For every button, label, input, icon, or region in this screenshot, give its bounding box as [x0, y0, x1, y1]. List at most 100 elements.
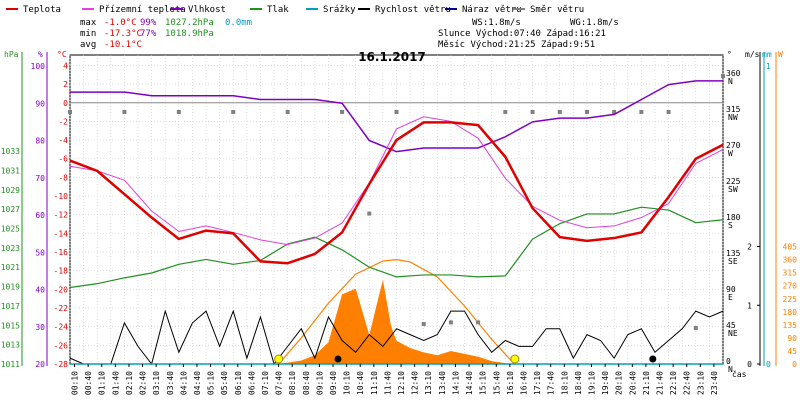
- hpa-tick-label: 1015: [1, 321, 20, 330]
- stat-min-label: min: [80, 29, 96, 39]
- x-tick-label: 13:10: [424, 371, 433, 395]
- x-tick-label: 07:40: [275, 371, 284, 395]
- x-tick-label: 22:10: [669, 371, 678, 395]
- wm2-axis-unit: W: [778, 50, 783, 59]
- pct-tick-label: 80: [35, 137, 45, 146]
- legend-label: Rychlost větru: [375, 5, 451, 15]
- wind-direction-point: [340, 110, 345, 114]
- x-tick-label: 18:40: [574, 371, 583, 395]
- x-tick-label: 11:40: [383, 371, 392, 395]
- pct-tick-label: 20: [35, 360, 45, 369]
- pct-tick-label: 90: [35, 99, 45, 108]
- ms-tick-label: 0: [747, 360, 752, 369]
- x-tick-label: 20:10: [615, 371, 624, 395]
- stat-max-rain: 0.0mm: [225, 18, 252, 28]
- chart-title: 16.1.2017: [358, 50, 426, 64]
- hpa-tick-label: 1025: [1, 224, 20, 233]
- pct-tick-label: 40: [35, 286, 45, 295]
- temp-tick-label: -28: [54, 360, 69, 369]
- dir-tick-compass: S: [728, 221, 733, 230]
- x-tick-label: 21:40: [656, 371, 665, 395]
- wm2-tick-label: 135: [783, 321, 798, 330]
- temp-tick-label: -6: [58, 155, 68, 164]
- ms-axis-unit: m/s: [745, 50, 760, 59]
- wind-direction-point: [476, 320, 481, 325]
- dir-tick-compass: N: [728, 77, 733, 86]
- x-tick-label: 19:40: [601, 371, 610, 395]
- humidity-line: [70, 80, 723, 153]
- wind-speed-line: [69, 309, 724, 366]
- x-tick-label: 05:10: [207, 371, 216, 395]
- x-tick-label: 11:10: [370, 371, 379, 395]
- dir-tick-label: 90: [726, 285, 736, 294]
- stats-block: max -1.0°C 99% 1027.2hPa 0.0mm min -17.3…: [80, 18, 252, 50]
- x-tick-label: 09:10: [315, 371, 324, 395]
- x-tick-label: 23:40: [710, 371, 719, 395]
- x-tick-label: 03:10: [152, 371, 161, 395]
- info-ws: WS:1.8m/s: [472, 18, 521, 28]
- pct-tick-label: 50: [35, 248, 45, 257]
- hpa-tick-label: 1013: [1, 341, 20, 350]
- x-tick-label: 05:40: [220, 371, 229, 395]
- x-axis-label: čas: [732, 369, 747, 379]
- stat-max-hum: 99%: [140, 18, 157, 28]
- temp-tick-label: -20: [54, 285, 69, 294]
- x-tick-label: 14:10: [451, 371, 460, 395]
- x-tick-label: 00:10: [71, 371, 80, 395]
- x-tick-label: 16:10: [506, 371, 515, 395]
- dir-tick-compass: W: [728, 149, 733, 158]
- x-tick-label: 23:10: [696, 371, 705, 395]
- pct-tick-label: 30: [35, 323, 45, 332]
- wind-direction-point: [122, 110, 127, 114]
- wm2-tick-label: 405: [783, 243, 798, 252]
- x-tick-label: 00:40: [84, 371, 93, 395]
- pressure-line: [69, 206, 724, 289]
- dir-tick-label: 225: [726, 177, 741, 186]
- x-tick-label: 12:10: [397, 371, 406, 395]
- temp-tick-label: -8: [58, 173, 68, 182]
- x-tick-label: 09:40: [329, 371, 338, 395]
- x-tick-label: 14:40: [465, 371, 474, 395]
- x-tick-label: 06:10: [234, 371, 243, 395]
- mm-tick-label: 1: [766, 62, 771, 71]
- temp-tick-label: -2: [58, 117, 68, 126]
- legend-label: Tlak: [267, 5, 289, 15]
- pct-tick-label: 70: [35, 174, 45, 183]
- wind-direction-point: [639, 110, 644, 114]
- hpa-tick-label: 1019: [1, 283, 20, 292]
- wind-direction-point: [666, 110, 671, 114]
- temp-tick-label: -12: [54, 211, 69, 220]
- legend-label: Srážky: [323, 5, 356, 15]
- wind-direction-point: [176, 110, 181, 114]
- temp-axis-unit: °C: [57, 50, 67, 59]
- temp-tick-label: -18: [54, 267, 69, 276]
- dir-tick-label: 315: [726, 105, 741, 114]
- wind-direction-point: [68, 110, 72, 114]
- wind-direction-point: [394, 110, 399, 114]
- sun-marker: [510, 354, 520, 364]
- temp-tick-label: -16: [54, 248, 69, 257]
- dir-axis-unit: °: [727, 50, 732, 59]
- dir-tick-compass: SE: [728, 257, 738, 266]
- x-tick-label: 03:40: [166, 371, 175, 395]
- hpa-axis-unit: hPa: [4, 50, 19, 59]
- temp-tick-label: -4: [58, 136, 68, 145]
- wind-direction-point: [584, 110, 589, 114]
- mm-axis-unit: mm: [762, 50, 772, 59]
- wind-direction-point: [285, 110, 290, 114]
- info-wg: WG:1.8m/s: [570, 18, 619, 28]
- x-tick-label: 01:40: [111, 371, 120, 395]
- x-tick-label: 17:40: [547, 371, 556, 395]
- stat-max-label: max: [80, 18, 97, 28]
- moon-marker: [334, 355, 342, 363]
- x-tick-label: 08:10: [288, 371, 297, 395]
- temp-tick-label: 2: [63, 80, 68, 89]
- mm-tick-label: 0: [766, 360, 771, 369]
- hpa-tick-label: 1029: [1, 186, 20, 195]
- stat-max-temp: -1.0°C: [104, 18, 137, 28]
- stat-min-hum: 77%: [140, 29, 157, 39]
- x-tick-label: 04:40: [193, 371, 202, 395]
- temp-tick-label: 4: [63, 61, 68, 70]
- wind-direction-point: [503, 110, 508, 114]
